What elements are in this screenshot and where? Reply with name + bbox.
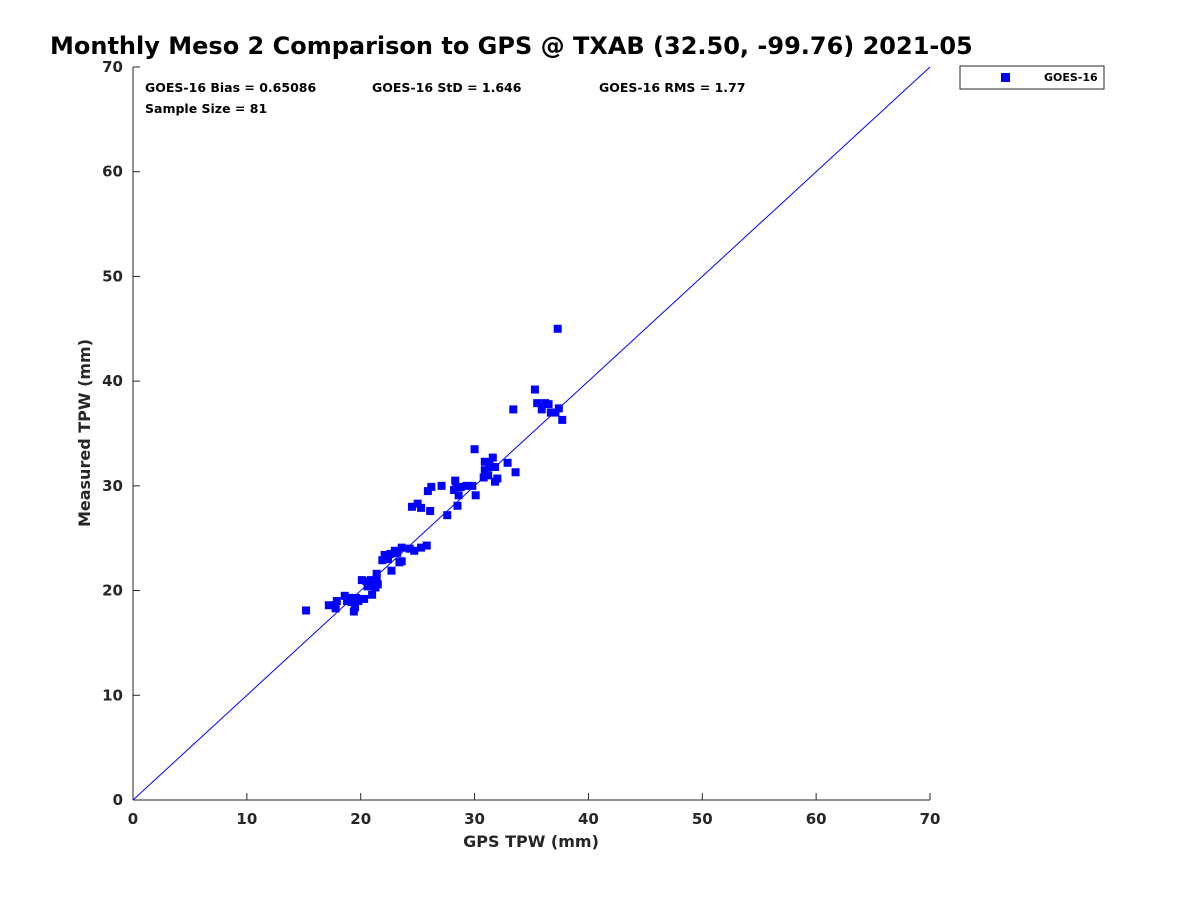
data-point [558, 415, 567, 424]
one-to-one-line [132, 66, 931, 801]
data-point [553, 324, 562, 333]
bias-annotation: GOES-16 Bias = 0.65086 [145, 80, 316, 95]
data-point [423, 487, 432, 496]
data-point [462, 481, 471, 490]
x-tick-label: 70 [920, 810, 941, 828]
data-point [456, 482, 465, 491]
data-point [324, 601, 333, 610]
y-tick-label: 50 [102, 267, 123, 285]
data-point [537, 405, 546, 414]
data-point [485, 458, 494, 467]
data-point [368, 590, 377, 599]
data-point [378, 556, 387, 565]
x-tick-label: 30 [464, 810, 485, 828]
data-point [493, 474, 502, 483]
axis-ticks: 0 10 20 30 40 50 60 70 0 10 20 30 40 50 60 70 [102, 58, 940, 828]
data-point [491, 463, 500, 472]
data-point [410, 546, 419, 555]
legend-marker-goes-16 [1001, 73, 1010, 82]
data-point [551, 408, 560, 417]
data-point [486, 463, 495, 472]
std-annotation: GOES-16 StD = 1.646 [372, 80, 522, 95]
reference-line [132, 66, 931, 801]
data-point [509, 405, 518, 414]
y-tick-label: 40 [102, 372, 123, 390]
data-point [340, 591, 349, 600]
data-point [345, 593, 354, 602]
data-point [384, 555, 393, 564]
legend: GOES-16 [959, 65, 1105, 90]
data-point [470, 445, 479, 454]
data-points [302, 324, 567, 616]
data-point [479, 473, 488, 482]
x-tick-label: 0 [128, 810, 138, 828]
data-point [405, 544, 414, 553]
legend-label-goes-16: GOES-16 [1044, 71, 1098, 84]
rms-annotation: GOES-16 RMS = 1.77 [599, 80, 745, 95]
data-point [480, 457, 489, 466]
x-tick-label: 60 [806, 810, 827, 828]
data-point [426, 506, 435, 515]
data-point [471, 491, 480, 500]
data-point [351, 603, 360, 612]
x-axis-label: GPS TPW (mm) [463, 832, 599, 851]
y-tick-label: 30 [102, 477, 123, 495]
x-tick-label: 10 [236, 810, 257, 828]
data-point [488, 453, 497, 462]
data-point [332, 597, 341, 606]
legend-box [959, 65, 1105, 90]
data-point [533, 399, 542, 408]
data-point [443, 511, 452, 520]
data-point [453, 501, 462, 510]
data-point [349, 607, 358, 616]
data-point [397, 557, 406, 566]
data-point [484, 471, 493, 480]
data-point [554, 404, 563, 413]
data-point [365, 581, 374, 590]
data-point [354, 597, 363, 606]
y-tick-label: 60 [102, 163, 123, 181]
data-point [386, 549, 395, 558]
data-point [302, 606, 311, 615]
x-tick-label: 20 [350, 810, 371, 828]
y-tick-label: 70 [102, 58, 123, 76]
x-tick-label: 50 [692, 810, 713, 828]
data-point [393, 548, 402, 557]
y-tick-label: 0 [113, 791, 123, 809]
sample-size-annotation: Sample Size = 81 [145, 101, 267, 116]
data-point [454, 491, 463, 500]
data-point [422, 541, 431, 550]
data-point [417, 503, 426, 512]
data-point [373, 580, 382, 589]
data-point [360, 594, 369, 603]
data-point [372, 574, 381, 583]
data-point [437, 481, 446, 490]
data-point [468, 481, 477, 490]
data-point [451, 476, 460, 485]
data-point [511, 468, 520, 477]
data-point [413, 499, 422, 508]
data-point [452, 482, 461, 491]
y-tick-label: 20 [102, 582, 123, 600]
data-point [530, 385, 539, 394]
data-point [357, 576, 366, 585]
data-point [503, 458, 512, 467]
data-point [480, 466, 489, 475]
y-axis-label: Measured TPW (mm) [75, 339, 94, 527]
data-point [407, 502, 416, 511]
data-point [331, 604, 340, 613]
data-point [372, 569, 381, 578]
data-point [427, 482, 436, 491]
data-point [544, 400, 553, 409]
data-point [546, 408, 555, 417]
y-tick-label: 10 [102, 686, 123, 704]
data-point [362, 577, 371, 586]
x-tick-label: 40 [578, 810, 599, 828]
data-point [347, 598, 356, 607]
data-point [397, 543, 406, 552]
data-point [417, 543, 426, 552]
data-point [387, 566, 396, 575]
chart-title: Monthly Meso 2 Comparison to GPS @ TXAB … [50, 32, 973, 60]
